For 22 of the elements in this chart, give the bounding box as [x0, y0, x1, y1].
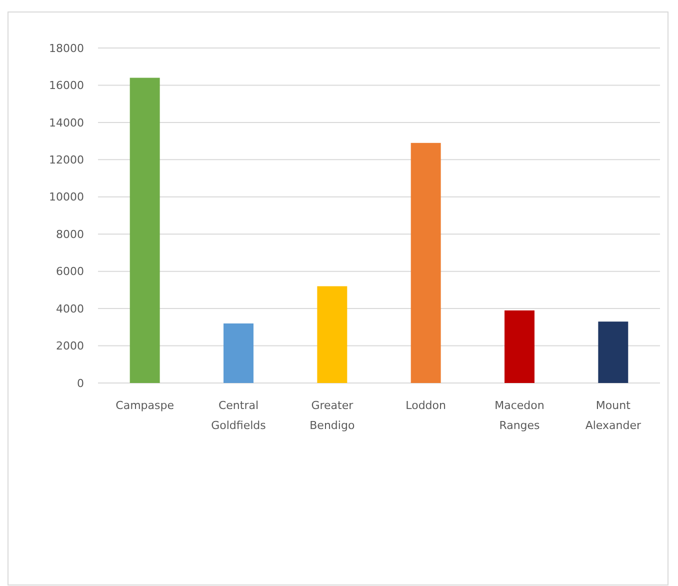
y-tick-label: 16000: [49, 79, 84, 92]
bar: [504, 310, 534, 383]
x-tick-label: Macedon Ranges: [494, 399, 544, 432]
y-tick-label: 10000: [49, 190, 84, 204]
x-tick-label: Campaspe: [116, 399, 174, 412]
y-tick-label: 12000: [49, 154, 84, 167]
bar: [598, 322, 628, 383]
x-tick-label: Central Goldfields: [211, 399, 266, 432]
y-tick-label: 8000: [56, 228, 84, 241]
y-tick-label: 18000: [49, 42, 84, 55]
y-tick-label: 14000: [49, 116, 84, 130]
x-tick-label: Loddon: [406, 399, 446, 412]
x-tick-label: Mount Alexander: [585, 399, 642, 432]
x-tick-label: Greater Bendigo: [310, 399, 355, 432]
bar: [410, 142, 441, 383]
y-tick-label: 0: [77, 376, 84, 390]
bar: [130, 78, 160, 383]
y-tick-label: 4000: [56, 302, 84, 316]
bar: [317, 286, 348, 383]
y-tick-label: 2000: [56, 340, 84, 353]
y-tick-label: 6000: [56, 265, 84, 278]
bar: [224, 323, 254, 383]
